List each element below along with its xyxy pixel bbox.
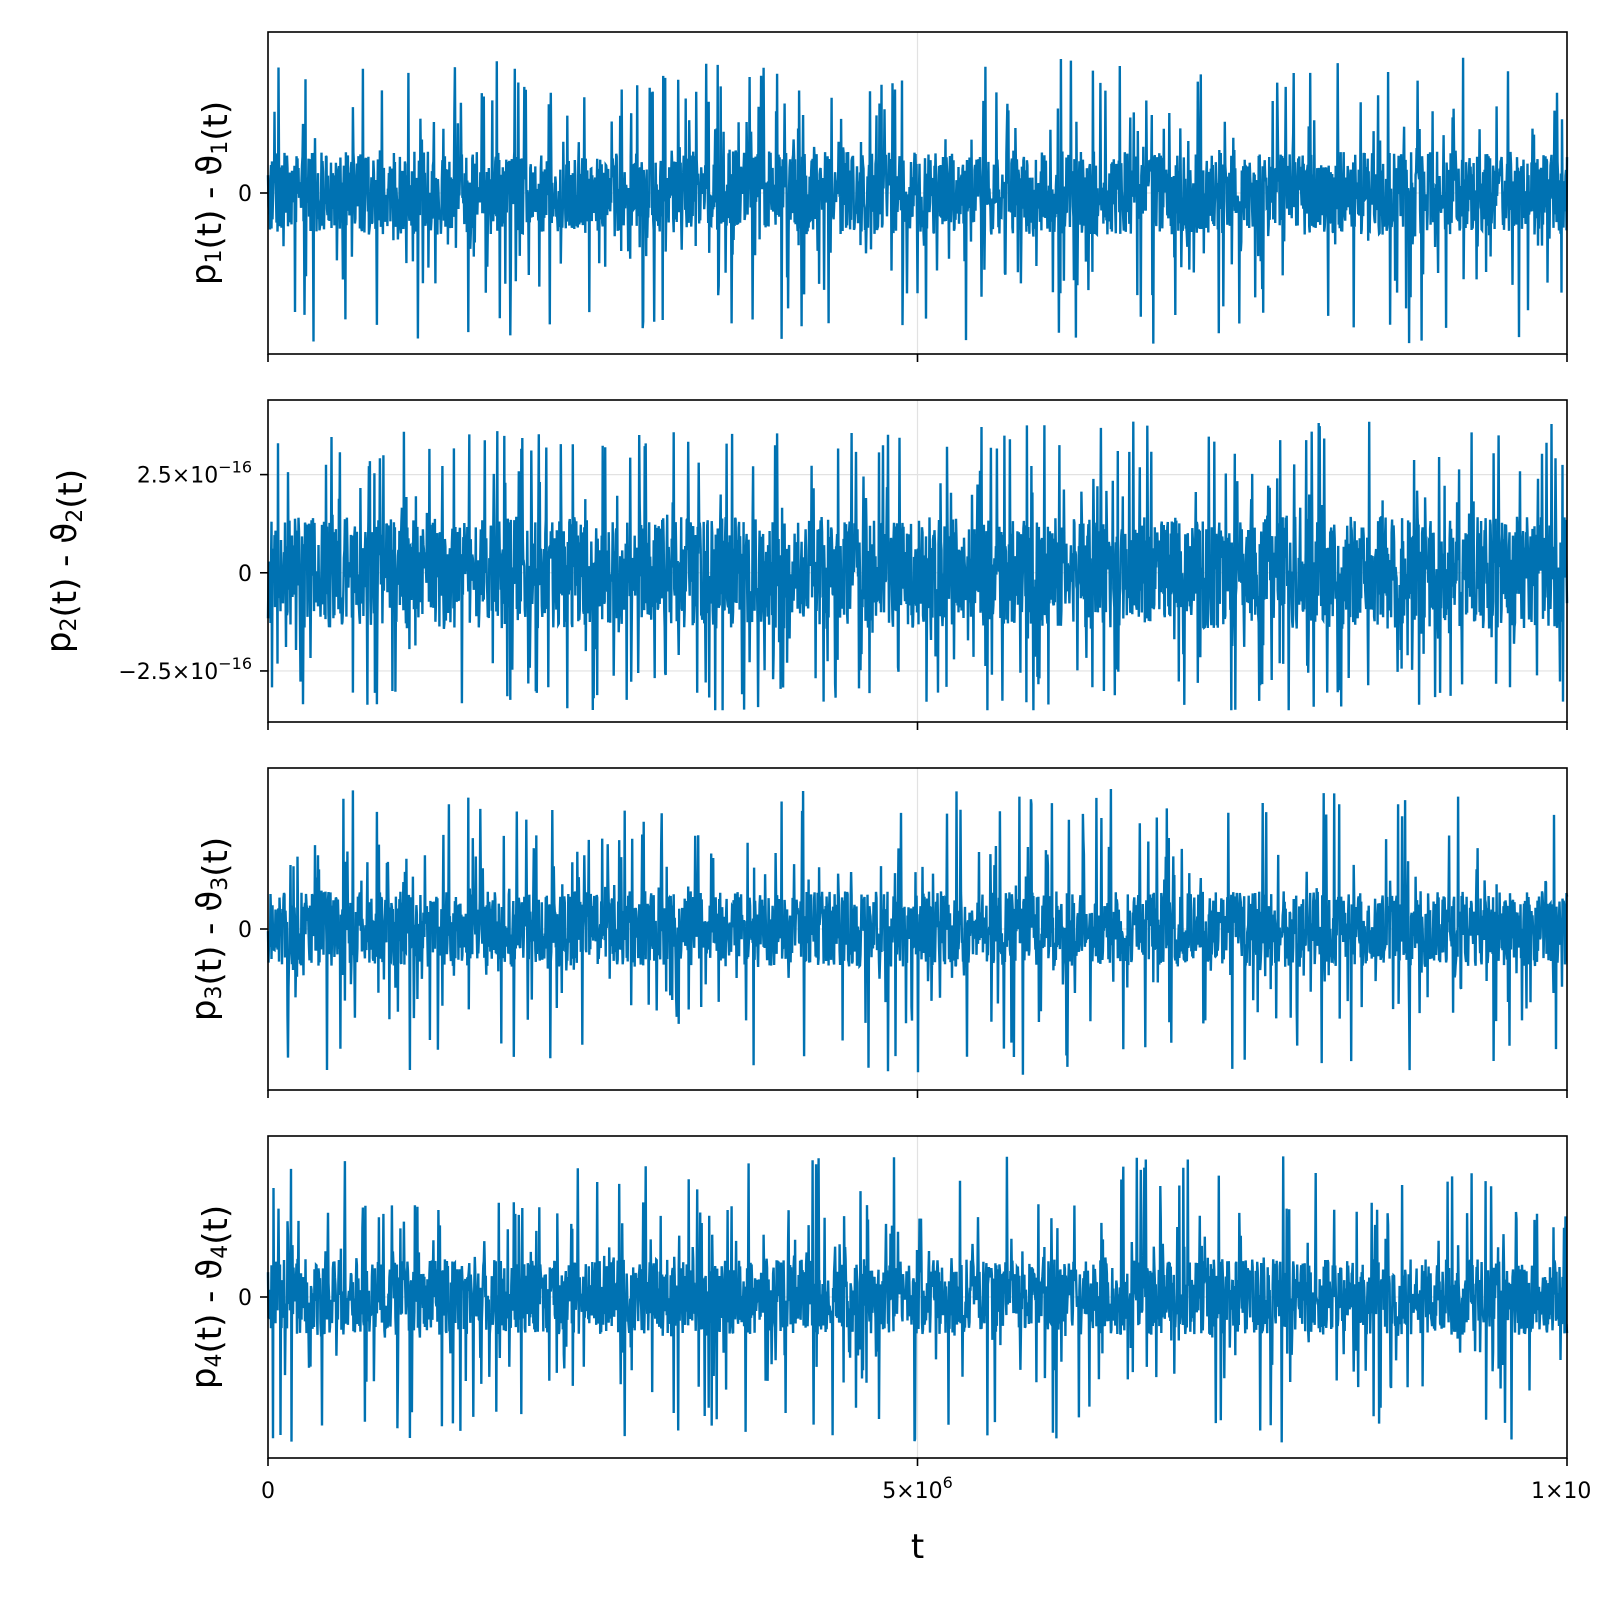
- panel-4: 0p4(t) - ϑ4(t): [184, 1135, 1569, 1466]
- y-tick-label: 0: [238, 562, 252, 587]
- panel-3: 0p3(t) - ϑ3(t): [184, 767, 1569, 1098]
- x-axis-label: t: [911, 1527, 924, 1567]
- x-axis: 0 5×106 1×10 t: [261, 1473, 1591, 1567]
- series-line: [266, 1156, 1569, 1443]
- y-tick-label: 2.5×10−16: [137, 458, 252, 489]
- y-tick-label: 0: [238, 918, 252, 943]
- x-tick-label: 0: [261, 1479, 275, 1504]
- series-line: [266, 788, 1569, 1075]
- panel-1: 0p1(t) - ϑ1(t): [184, 31, 1569, 362]
- y-axis-label: p2(t) - ϑ2(t): [39, 469, 91, 653]
- y-axis-label: p4(t) - ϑ4(t): [184, 1205, 236, 1389]
- panel-2: −2.5×10−16 0 2.5×10−16 p2(t) - ϑ2(t): [39, 399, 1569, 730]
- y-tick-label: 0: [238, 1286, 252, 1311]
- x-tick-label: 5×106: [882, 1473, 953, 1504]
- y-axis-label: p1(t) - ϑ1(t): [184, 101, 236, 285]
- series-line: [266, 421, 1569, 711]
- x-tick-label: 1×10: [1531, 1479, 1591, 1504]
- y-axis-label: p3(t) - ϑ3(t): [184, 837, 236, 1021]
- panels: 0p1(t) - ϑ1(t)−2.5×10−1602.5×10−16p2(t) …: [39, 31, 1569, 1466]
- y-tick-label: 0: [238, 182, 252, 207]
- y-tick-label: −2.5×10−16: [118, 654, 252, 685]
- series-line: [266, 57, 1569, 344]
